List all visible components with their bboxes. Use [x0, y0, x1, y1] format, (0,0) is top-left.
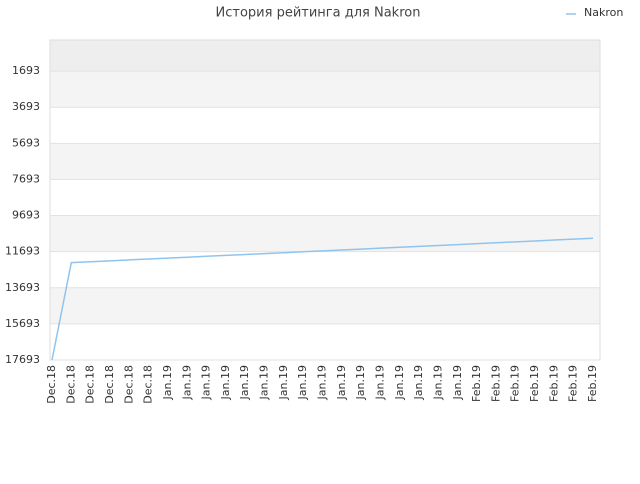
- y-tick-label: 11693: [5, 245, 40, 258]
- plot-band: [50, 40, 600, 72]
- x-tick-label: Jan.19: [316, 365, 329, 400]
- y-tick-label: 15693: [5, 317, 40, 330]
- x-tick-label: Jan.19: [200, 365, 213, 400]
- x-tick-label: Dec.18: [84, 365, 97, 404]
- x-tick-label: Dec.18: [103, 365, 116, 404]
- x-tick-label: Dec.18: [64, 365, 77, 404]
- x-tick-label: Jan.19: [451, 365, 464, 400]
- x-tick-label: Feb.19: [586, 365, 599, 402]
- y-tick-label: 3693: [12, 100, 40, 113]
- plot-band: [50, 215, 600, 252]
- x-tick-label: Jan.19: [373, 365, 386, 400]
- x-tick-label: Jan.19: [431, 365, 444, 400]
- x-tick-label: Dec.18: [45, 365, 58, 404]
- plot-band: [50, 287, 600, 324]
- x-tick-label: Feb.19: [509, 365, 522, 402]
- y-tick-label: 7693: [12, 172, 40, 185]
- x-tick-label: Feb.19: [567, 365, 580, 402]
- x-tick-label: Jan.19: [238, 365, 251, 400]
- x-tick-label: Jan.19: [393, 365, 406, 400]
- x-tick-label: Jan.19: [335, 365, 348, 400]
- plot-band: [50, 323, 600, 360]
- legend-label: Nakron: [584, 6, 623, 19]
- x-tick-label: Feb.19: [547, 365, 560, 402]
- x-tick-label: Jan.19: [354, 365, 367, 400]
- plot-band: [50, 143, 600, 180]
- chart-title: История рейтинга для Nakron: [216, 6, 421, 21]
- x-tick-label: Jan.19: [161, 365, 174, 400]
- plot-band: [50, 107, 600, 144]
- x-tick-label: Jan.19: [219, 365, 232, 400]
- y-tick-label: 9693: [12, 209, 40, 222]
- y-tick-label: 13693: [5, 281, 40, 294]
- x-tick-label: Dec.18: [142, 365, 155, 404]
- x-tick-label: Feb.19: [470, 365, 483, 402]
- y-tick-label: 5693: [12, 136, 40, 149]
- x-tick-label: Jan.19: [296, 365, 309, 400]
- plot-band: [50, 179, 600, 216]
- y-tick-label: 1693: [12, 64, 40, 77]
- plot-band: [50, 251, 600, 288]
- x-tick-label: Jan.19: [412, 365, 425, 400]
- x-tick-label: Feb.19: [489, 365, 502, 402]
- x-tick-label: Jan.19: [277, 365, 290, 400]
- x-tick-label: Jan.19: [258, 365, 271, 400]
- x-tick-label: Feb.19: [528, 365, 541, 402]
- x-tick-label: Jan.19: [180, 365, 193, 400]
- x-tick-label: Dec.18: [122, 365, 135, 404]
- y-tick-label: 17693: [5, 353, 40, 366]
- plot-band: [50, 71, 600, 108]
- line-series: [51, 237, 594, 361]
